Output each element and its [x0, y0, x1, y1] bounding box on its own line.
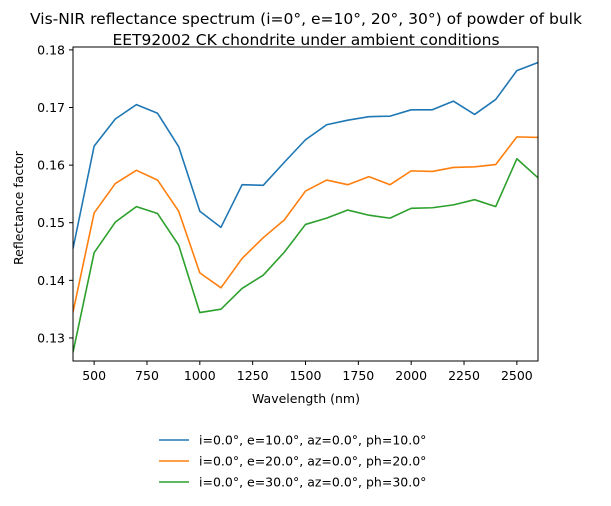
series-layer [73, 61, 538, 353]
x-tick-label-6: 2000 [395, 368, 427, 383]
y-tick-label-2: 0.15 [37, 215, 65, 230]
x-tick-label-4: 1500 [290, 368, 322, 383]
x-tick-label-5: 1750 [342, 368, 374, 383]
legend: i=0.0°, e=10.0°, az=0.0°, ph=10.0° i=0.0°… [159, 433, 426, 490]
x-tick-label-8: 2500 [501, 368, 533, 383]
y-tick-label-1: 0.14 [37, 273, 65, 288]
y-tick-label-5: 0.18 [37, 42, 65, 57]
y-axis-label: Reflectance factor [11, 150, 26, 265]
y-tick-label-4: 0.17 [37, 100, 65, 115]
chart-title-line-1: Vis-NIR reflectance spectrum (i=0°, e=10… [30, 10, 582, 28]
legend-label-1: i=0.0°, e=10.0°, az=0.0°, ph=10.0° [199, 433, 426, 448]
chart-title-line-2: EET92002 CK chondrite under ambient cond… [112, 31, 499, 49]
legend-label-3: i=0.0°, e=30.0°, az=0.0°, ph=30.0° [199, 475, 426, 490]
y-tick-label-0: 0.13 [37, 330, 65, 345]
x-tick-label-2: 1000 [184, 368, 216, 383]
x-tick-label-3: 1250 [237, 368, 269, 383]
x-axis-ticks: 500 750 1000 1250 1500 1750 2000 2250 2500 [82, 361, 533, 383]
series-line-3 [73, 157, 538, 353]
x-axis-label: Wavelength (nm) [252, 391, 360, 406]
y-axis-ticks: 0.13 0.14 0.15 0.16 0.17 0.18 [37, 42, 73, 345]
x-tick-label-1: 750 [135, 368, 159, 383]
plot-frame [72, 46, 539, 362]
x-tick-label-7: 2250 [448, 368, 480, 383]
series-line-1 [73, 61, 538, 249]
legend-label-2: i=0.0°, e=20.0°, az=0.0°, ph=20.0° [199, 454, 426, 469]
x-tick-label-0: 500 [82, 368, 106, 383]
series-line-2 [73, 136, 538, 313]
y-tick-label-3: 0.16 [37, 158, 65, 173]
